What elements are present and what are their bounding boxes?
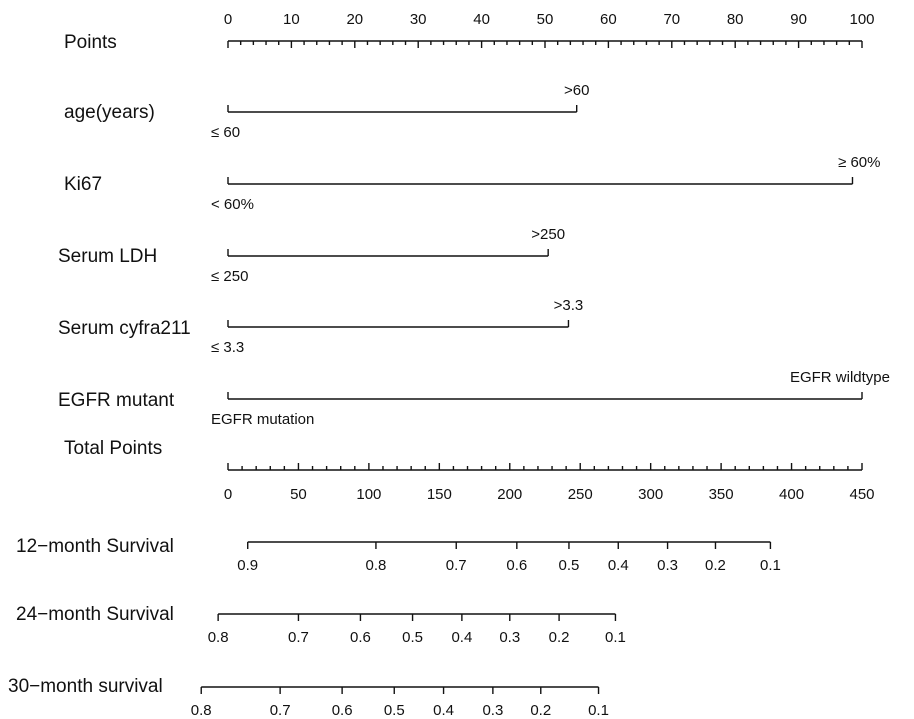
variable-label: Serum LDH [58,246,157,267]
variable-low-label: < 60% [211,196,254,213]
total-points-tick-label: 200 [497,486,522,503]
variable-high-label: >3.3 [554,297,584,314]
points-tick-label: 40 [473,11,490,28]
survival-tick-label: 0.8 [191,702,212,719]
variable-low-label: ≤ 60 [211,124,240,141]
variable-low-label: EGFR mutation [211,411,314,428]
survival-tick-label: 0.9 [237,557,258,574]
variable-high-label: EGFR wildtype [790,369,890,386]
survival-tick-label: 0.6 [506,557,527,574]
survival-tick-label: 0.2 [705,557,726,574]
survival-tick-label: 0.4 [451,629,472,646]
survival-tick-label: 0.1 [605,629,626,646]
total-points-tick-label: 250 [568,486,593,503]
survival-tick-label: 0.2 [549,629,570,646]
survival-tick-label: 0.5 [559,557,580,574]
survival-scale-label: 12−month Survival [16,536,174,557]
points-tick-label: 0 [224,11,232,28]
points-tick-label: 10 [283,11,300,28]
survival-tick-label: 0.4 [433,702,454,719]
variable-low-label: ≤ 3.3 [211,339,244,356]
variable-label: Serum cyfra211 [58,318,191,339]
points-tick-label: 100 [849,11,874,28]
total-points-tick-label: 100 [356,486,381,503]
survival-tick-label: 0.8 [208,629,229,646]
survival-tick-label: 0.1 [760,557,781,574]
survival-scale-label: 30−month survival [8,676,163,697]
survival-tick-label: 0.7 [288,629,309,646]
total-points-tick-label: 400 [779,486,804,503]
points-tick-label: 90 [790,11,807,28]
total-points-label: Total Points [64,438,162,459]
total-points-tick-label: 450 [849,486,874,503]
points-tick-label: 80 [727,11,744,28]
points-tick-label: 60 [600,11,617,28]
survival-tick-label: 0.1 [588,702,609,719]
variable-label: EGFR mutant [58,390,175,411]
survival-tick-label: 0.6 [350,629,371,646]
variable-low-label: ≤ 250 [211,268,248,285]
variable-label: age(years) [64,102,155,123]
survival-tick-label: 0.5 [384,702,405,719]
points-tick-label: 30 [410,11,427,28]
total-points-tick-label: 150 [427,486,452,503]
total-points-tick-label: 300 [638,486,663,503]
variable-high-label: >60 [564,82,589,99]
points-tick-label: 50 [537,11,554,28]
points-tick-label: 70 [663,11,680,28]
survival-tick-label: 0.3 [657,557,678,574]
points-tick-label: 20 [346,11,363,28]
survival-tick-label: 0.3 [499,629,520,646]
survival-tick-label: 0.7 [446,557,467,574]
total-points-tick-label: 350 [709,486,734,503]
total-points-tick-label: 0 [224,486,232,503]
variable-high-label: >250 [531,226,565,243]
survival-scale-label: 24−month Survival [16,604,174,625]
survival-tick-label: 0.2 [530,702,551,719]
survival-tick-label: 0.4 [608,557,629,574]
survival-tick-label: 0.5 [402,629,423,646]
points-axis-label: Points [64,32,117,53]
variable-label: Ki67 [64,174,102,195]
survival-tick-label: 0.7 [270,702,291,719]
survival-tick-label: 0.8 [366,557,387,574]
variable-high-label: ≥ 60% [838,154,880,171]
survival-tick-label: 0.3 [482,702,503,719]
total-points-tick-label: 50 [290,486,307,503]
survival-tick-label: 0.6 [332,702,353,719]
